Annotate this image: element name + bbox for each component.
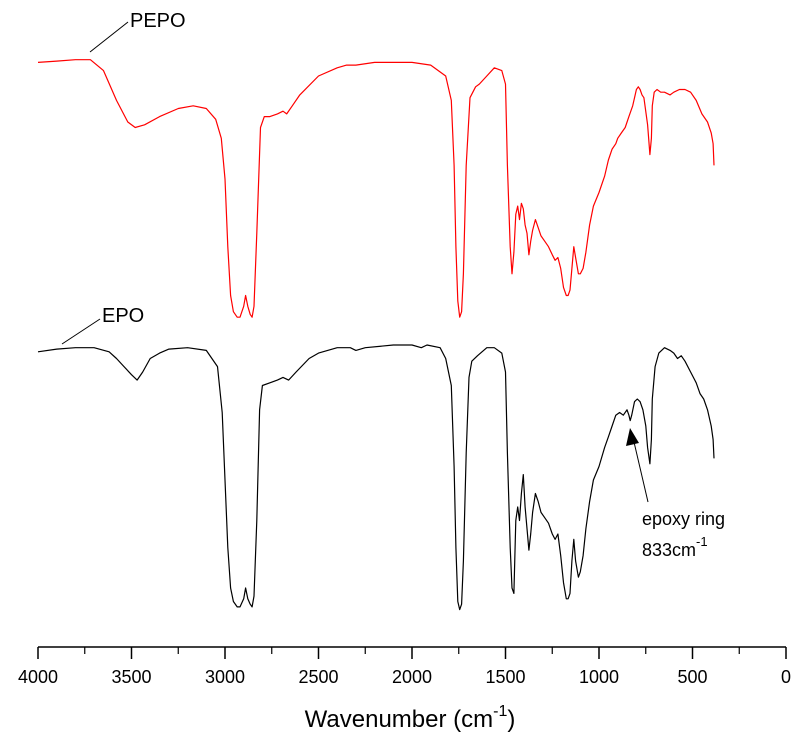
x-tick-label: 3000 — [205, 667, 245, 687]
x-axis: 4000 3500 3000 2500 2000 1500 1000 500 0 — [18, 646, 791, 687]
annotation-wavenumber: 833cm — [642, 540, 696, 560]
annotation-text-line1: epoxy ring — [642, 509, 725, 529]
curve-labels: PEPO EPO — [61, 10, 186, 345]
x-axis-title: Wavenumber (cm-1) — [305, 703, 516, 733]
annotation-arrow-shaft — [633, 441, 649, 503]
x-axis-title-main: Wavenumber (cm — [305, 706, 493, 733]
epoxy-ring-annotation: epoxy ring 833cm-1 — [626, 428, 725, 560]
epo-spectrum-line — [37, 344, 715, 611]
pepo-label: PEPO — [130, 10, 186, 32]
x-tick-label: 1000 — [579, 667, 619, 687]
x-axis-title-tail: ) — [507, 706, 515, 733]
series-layer — [37, 59, 715, 611]
x-tick-label: 0 — [781, 667, 791, 687]
x-axis-title-superscript: -1 — [493, 703, 507, 720]
annotation-arrowhead — [626, 428, 639, 446]
epo-label: EPO — [102, 305, 144, 327]
x-tick-label: 2000 — [392, 667, 432, 687]
annotation-unit-superscript: -1 — [696, 534, 708, 549]
pepo-spectrum-line — [37, 59, 715, 318]
pepo-label-leader — [89, 21, 129, 53]
x-tick-label: 500 — [677, 667, 707, 687]
annotation-text-line2: 833cm-1 — [642, 534, 708, 560]
x-tick-label: 4000 — [18, 667, 58, 687]
x-tick-label: 1500 — [485, 667, 525, 687]
x-tick-label: 3500 — [111, 667, 151, 687]
x-tick-label: 2500 — [298, 667, 338, 687]
epo-label-leader — [61, 318, 101, 345]
